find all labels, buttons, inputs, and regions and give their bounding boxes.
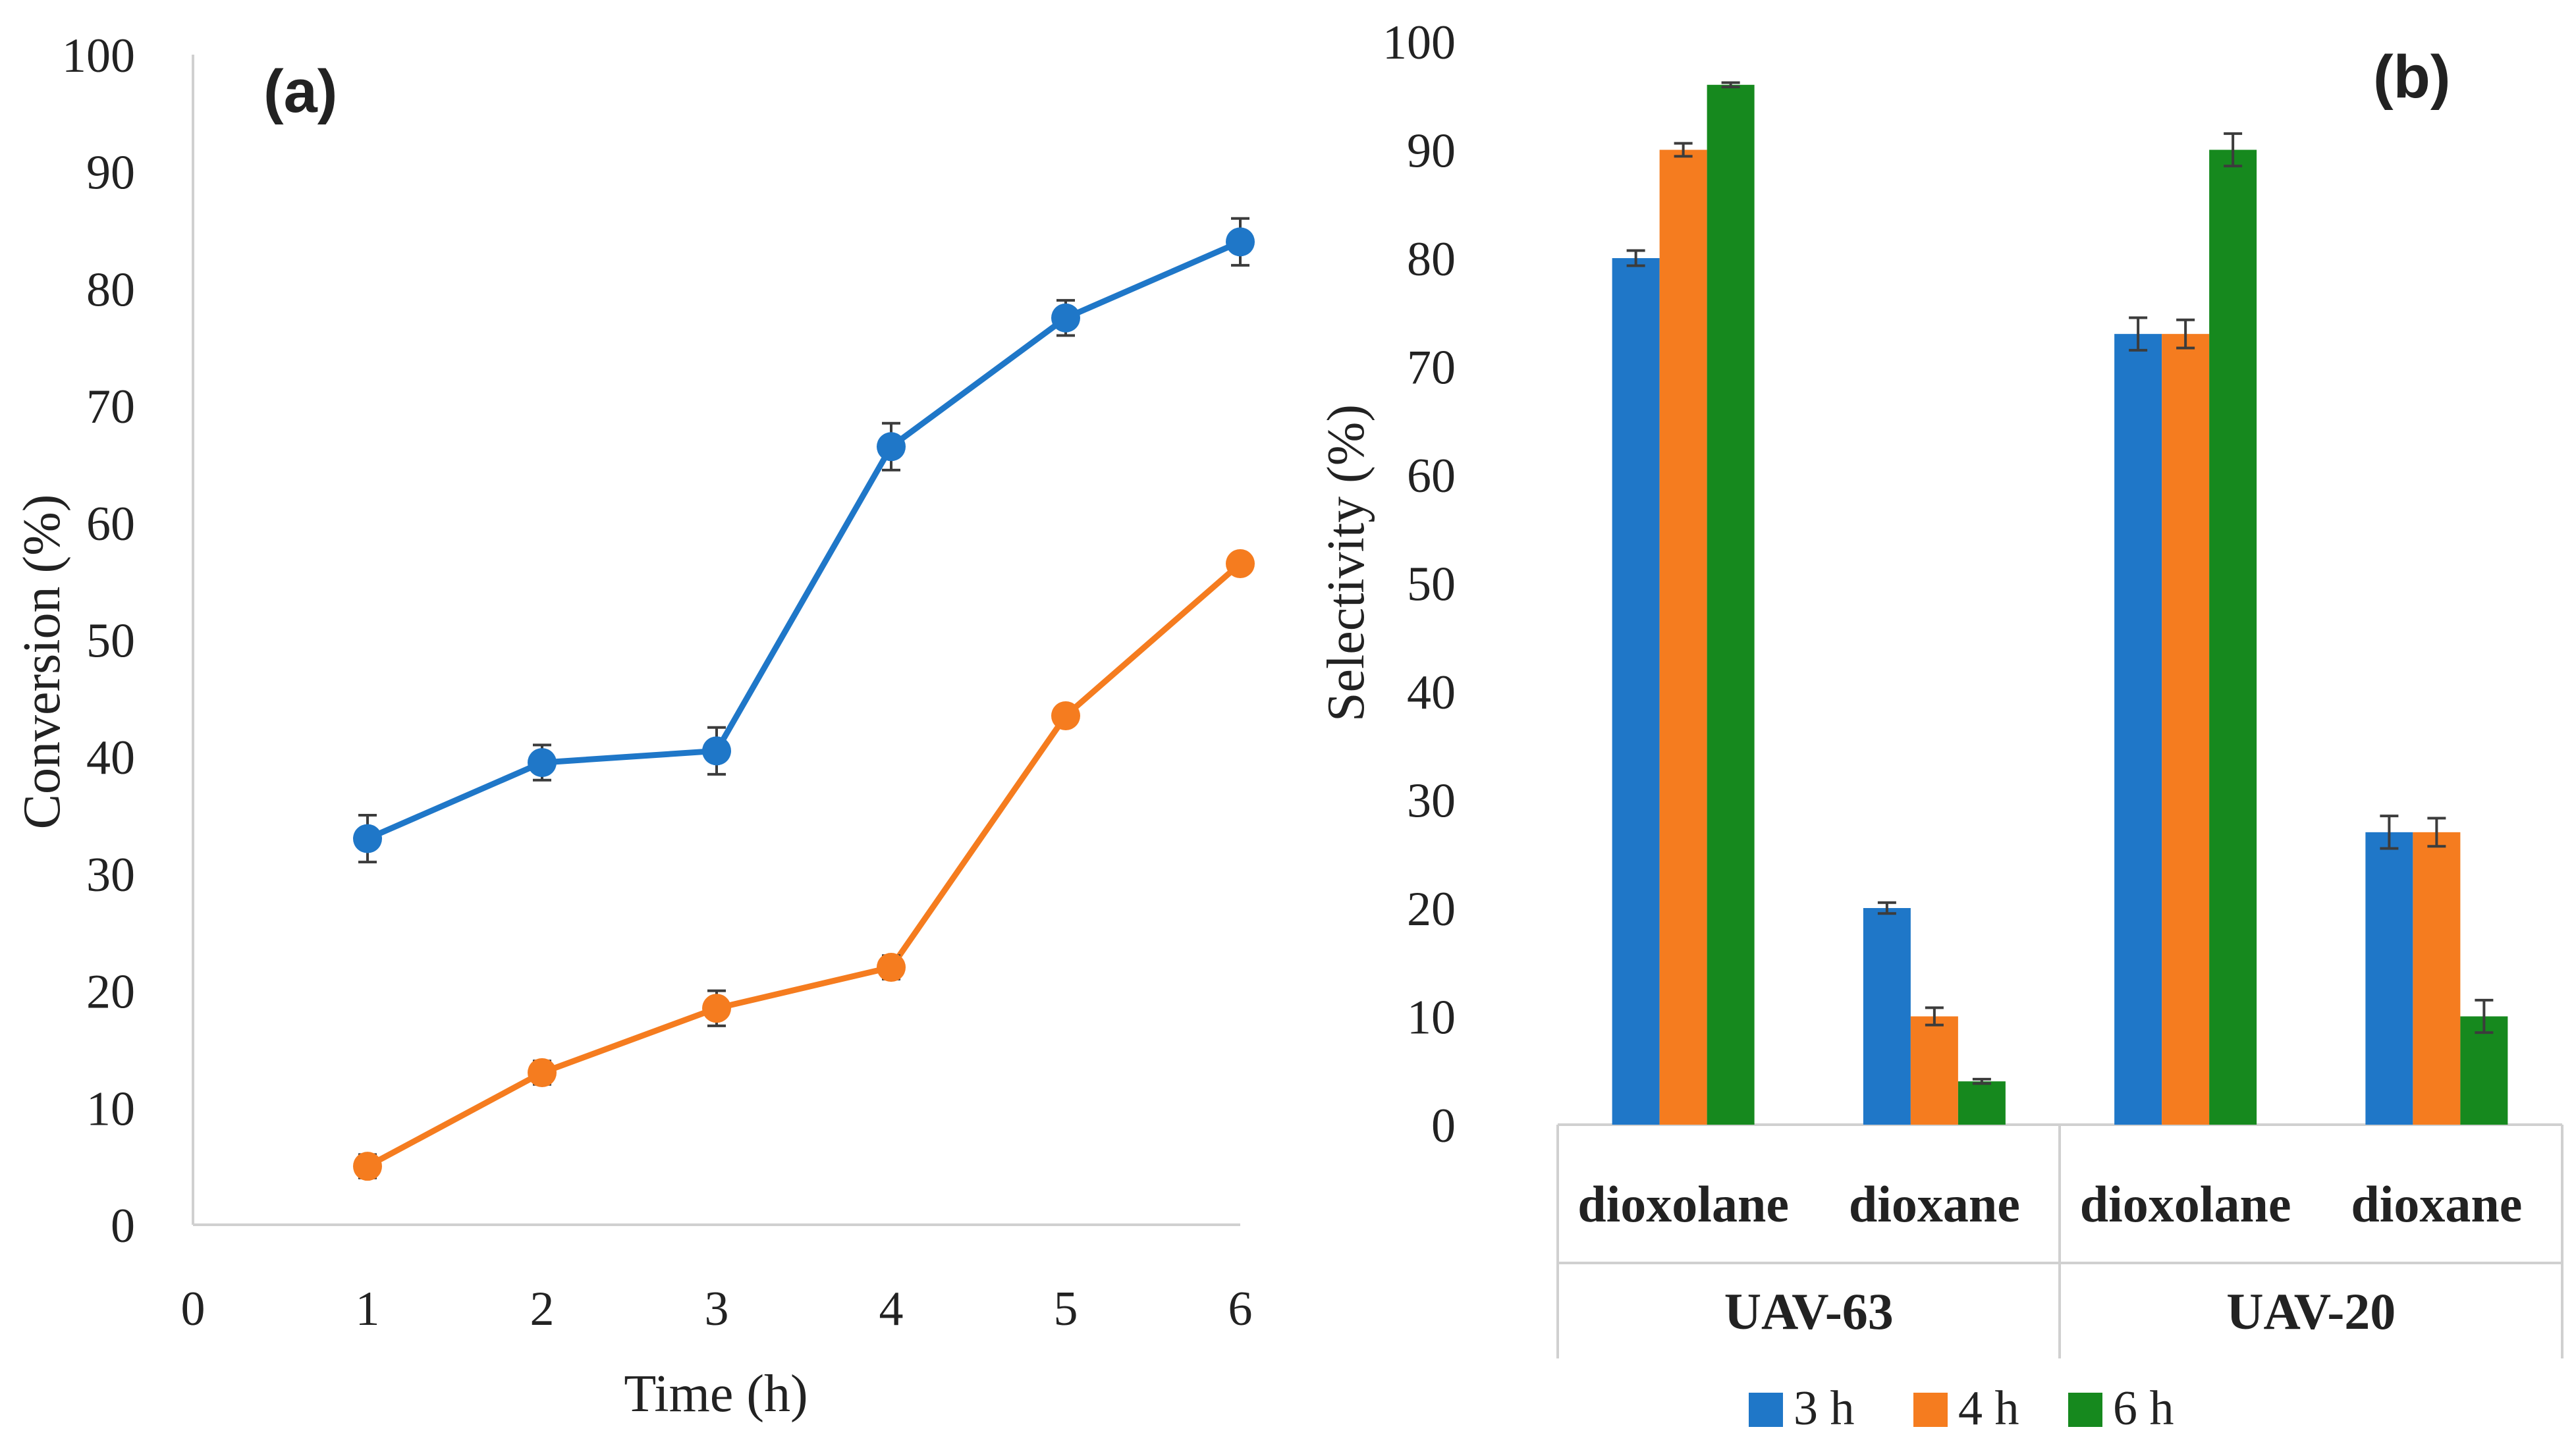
panel-a-series-line-1 bbox=[366, 239, 1242, 842]
panel-b-category-label: dioxane bbox=[1849, 1175, 2020, 1233]
panel-b-category-label: dioxolane bbox=[1577, 1175, 1789, 1233]
panel-a-data-point-s1 bbox=[1051, 303, 1080, 333]
panel-b-group-label: UAV-63 bbox=[1724, 1283, 1894, 1340]
panel-a-data-point-s2 bbox=[702, 994, 731, 1023]
panel-b-bar-6h-4 bbox=[2460, 1016, 2508, 1125]
panel-b-y-tick-label: 90 bbox=[1407, 124, 1456, 178]
panel-a-y-tick-label: 30 bbox=[86, 848, 135, 902]
panel-a-x-tick-label: 4 bbox=[879, 1282, 904, 1336]
panel-b-bar-3h-1 bbox=[1612, 258, 1660, 1125]
panel-b-y-tick-label: 10 bbox=[1407, 991, 1456, 1045]
panel-b-bar-4h-4 bbox=[2413, 832, 2461, 1125]
panel-a-y-tick-label: 50 bbox=[86, 614, 135, 668]
panel-a-y-tick-label: 10 bbox=[86, 1082, 135, 1136]
panel-a-data-point-s1 bbox=[528, 748, 557, 778]
panel-b-bar-6h-1 bbox=[1707, 84, 1755, 1125]
panel-b-y-tick-label: 80 bbox=[1407, 232, 1456, 286]
panel-b-y-tick-label: 70 bbox=[1407, 341, 1456, 395]
panel-a-x-tick-label: 2 bbox=[530, 1282, 555, 1336]
panel-b-legend-swatch bbox=[1913, 1393, 1948, 1427]
panel-b-y-tick-label: 40 bbox=[1407, 666, 1456, 720]
panel-a-label: (a) bbox=[263, 58, 337, 125]
panel-b-bar-3h-2 bbox=[1863, 908, 1911, 1125]
panel-a-data-point-s1 bbox=[1226, 227, 1255, 257]
panel-b-bar-6h-3 bbox=[2209, 149, 2257, 1125]
panel-b-y-tick-label: 20 bbox=[1407, 882, 1456, 936]
panel-b-bar-3h-3 bbox=[2114, 334, 2162, 1125]
panel-b-y-tick-label: 0 bbox=[1431, 1099, 1456, 1153]
panel-a-data-point-s2 bbox=[1226, 549, 1255, 578]
panel-a-y-tick-label: 90 bbox=[86, 146, 135, 200]
panel-a-x-tick-label: 6 bbox=[1228, 1282, 1253, 1336]
panel-a-data-point-s1 bbox=[702, 736, 731, 766]
panel-b-legend-label: 4 h bbox=[1958, 1381, 2019, 1435]
panel-b-y-tick-label: 50 bbox=[1407, 558, 1456, 612]
panel-a-y-tick-label: 70 bbox=[86, 380, 135, 434]
panel-b-group-label: UAV-20 bbox=[2226, 1283, 2396, 1340]
panel-a-data-point-s2 bbox=[528, 1058, 557, 1087]
panel-a-data-point-s1 bbox=[877, 432, 906, 462]
panel-a-data-point-s2 bbox=[1051, 701, 1080, 731]
panel-b-bar-4h-1 bbox=[1659, 149, 1707, 1125]
panel-b-y-axis-title: Selectivity (%) bbox=[1317, 404, 1375, 722]
panel-b-legend-swatch bbox=[1749, 1393, 1783, 1427]
panel-a-y-tick-label: 80 bbox=[86, 263, 135, 317]
panel-b-bar-4h-3 bbox=[2162, 334, 2210, 1125]
panel-b-y-tick-label: 30 bbox=[1407, 774, 1456, 828]
panel-b-bar-chart: (b) Selectivity (%) 0 10 20 30 40 50 60 70 80 90 1… bbox=[1317, 16, 2563, 1435]
panel-b-category-label: dioxolane bbox=[2080, 1175, 2291, 1233]
panel-a-y-tick-label: 0 bbox=[111, 1199, 135, 1253]
panel-b-category-label: dioxane bbox=[2351, 1175, 2522, 1233]
panel-a-x-tick-label: 0 bbox=[181, 1282, 206, 1336]
panel-a-data-point-s2 bbox=[877, 953, 906, 982]
panel-a-y-tick-label: 40 bbox=[86, 731, 135, 785]
panel-a-y-tick-label: 20 bbox=[86, 965, 135, 1019]
panel-a-x-tick-label: 5 bbox=[1054, 1282, 1078, 1336]
panel-a-x-tick-label: 3 bbox=[705, 1282, 729, 1336]
panel-b-legend-label: 6 h bbox=[2113, 1381, 2174, 1435]
panel-b-legend-swatch bbox=[2068, 1393, 2102, 1427]
panel-a-x-axis-title: Time (h) bbox=[624, 1365, 808, 1423]
panel-a-data-point-s1 bbox=[353, 824, 382, 853]
panel-b-label: (b) bbox=[2373, 43, 2450, 111]
panel-a-data-point-s2 bbox=[353, 1152, 382, 1181]
panel-b-y-tick-label: 100 bbox=[1383, 16, 1456, 70]
panel-b-bar-6h-2 bbox=[1958, 1081, 2006, 1125]
panel-b-bar-3h-4 bbox=[2365, 832, 2413, 1125]
panel-a-y-tick-label: 100 bbox=[62, 29, 135, 83]
panel-a-y-tick-label: 60 bbox=[86, 497, 135, 551]
panel-b-y-tick-label: 60 bbox=[1407, 449, 1456, 503]
panel-b-legend-label: 3 h bbox=[1794, 1381, 1855, 1435]
panel-a-x-tick-label: 1 bbox=[356, 1282, 380, 1336]
panel-a-series-line-2 bbox=[366, 561, 1242, 1169]
panel-a-y-axis-title: Conversion (%) bbox=[13, 495, 71, 830]
panel-b-bar-4h-2 bbox=[1910, 1016, 1958, 1125]
panel-a-line-chart: (a) Conversion (%) Time (h) 010203040506… bbox=[13, 29, 1255, 1423]
